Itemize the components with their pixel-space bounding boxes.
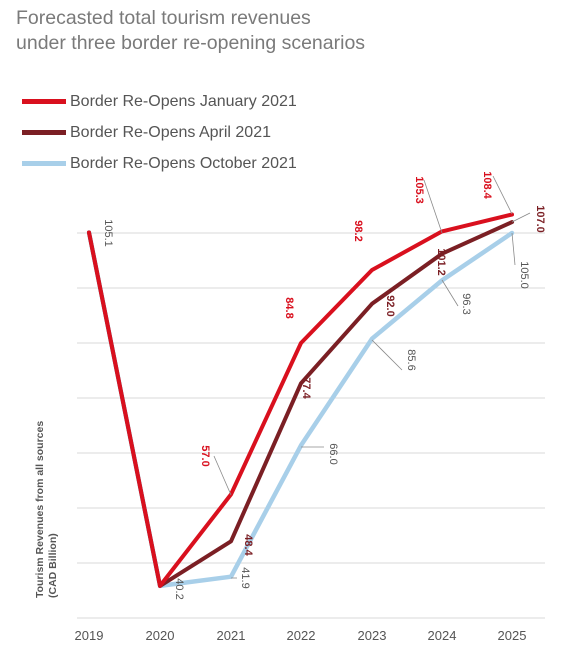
- x-axis-ticks: 2019 2020 2021 2022 2023 2024 2025: [75, 628, 527, 643]
- leader-line-oct-6: [511, 232, 516, 266]
- data-label-jan-4: 98.2: [352, 220, 364, 241]
- legend-label-january: Border Re-Opens January 2021: [70, 92, 297, 110]
- data-label-apr-4: 92.0: [384, 295, 396, 316]
- data-label-oct-2: 41.9: [239, 567, 251, 588]
- chart-title: Forecasted total tourism revenues under …: [16, 6, 556, 56]
- x-tick-2022: 2022: [287, 628, 316, 643]
- chart-title-line-1: Forecasted total tourism revenues: [16, 7, 311, 29]
- data-label-jan-3: 84.8: [283, 297, 295, 318]
- series-lines: [86, 212, 515, 589]
- data-label-apr-2: 48.4: [242, 534, 254, 556]
- leader-line-jan-2: [213, 455, 232, 496]
- legend-swatch-january: [22, 99, 66, 104]
- x-tick-2020: 2020: [146, 628, 175, 643]
- data-label-apr-3: 77.4: [300, 377, 312, 399]
- x-tick-2019: 2019: [75, 628, 104, 643]
- data-label-apr-6: 107.0: [534, 205, 546, 233]
- y-axis-label-line-1: Tourism Revenues from all sources: [34, 421, 46, 598]
- data-label-oct-1: 40.2: [173, 578, 185, 599]
- legend-item-january: Border Re-Opens January 2021: [22, 86, 297, 117]
- legend-swatch-april: [22, 130, 66, 135]
- x-tick-2021: 2021: [217, 628, 246, 643]
- legend-label-october: Border Re-Opens October 2021: [70, 154, 297, 172]
- leader-line-oct-5: [441, 279, 459, 307]
- data-label-oct-4: 85.6: [405, 349, 417, 370]
- leader-line-jan-6: [492, 175, 513, 215]
- data-label-apr-5: 101.2: [435, 248, 447, 276]
- data-label-oct-6: 105.0: [518, 261, 530, 289]
- chart-title-line-2: under three border re-opening scenarios: [16, 32, 366, 54]
- leader-line-jan-5: [423, 179, 443, 234]
- x-tick-2025: 2025: [498, 628, 527, 643]
- x-tick-2023: 2023: [358, 628, 387, 643]
- x-tick-2024: 2024: [428, 628, 457, 643]
- data-label-oct-3: 66.0: [327, 443, 339, 464]
- legend-label-april: Border Re-Opens April 2021: [70, 123, 271, 141]
- series-line-jan: [87, 212, 514, 588]
- legend-item-april: Border Re-Opens April 2021: [22, 117, 297, 148]
- data-labels: 57.0 84.8 98.2 105.3 108.4 48.4 77.4 92.0 101.2 1…: [102, 171, 546, 599]
- data-label-jan-6: 108.4: [481, 171, 493, 199]
- legend-item-october: Border Re-Opens October 2021: [22, 148, 297, 179]
- series-line-oct: [86, 230, 515, 589]
- grid-lines: [77, 232, 545, 619]
- legend: Border Re-Opens January 2021 Border Re-O…: [22, 86, 297, 179]
- data-label-jan-2: 57.0: [199, 445, 211, 466]
- data-label-jan-5: 105.3: [413, 176, 425, 204]
- data-label-oct-5: 96.3: [460, 293, 472, 314]
- y-axis-label-line-2: (CAD Billion): [47, 533, 59, 598]
- legend-swatch-october: [22, 161, 66, 166]
- leader-line-oct-4: [371, 339, 403, 371]
- data-label-oct-0: 105.1: [102, 219, 114, 247]
- leader-line-apr-6: [511, 212, 531, 223]
